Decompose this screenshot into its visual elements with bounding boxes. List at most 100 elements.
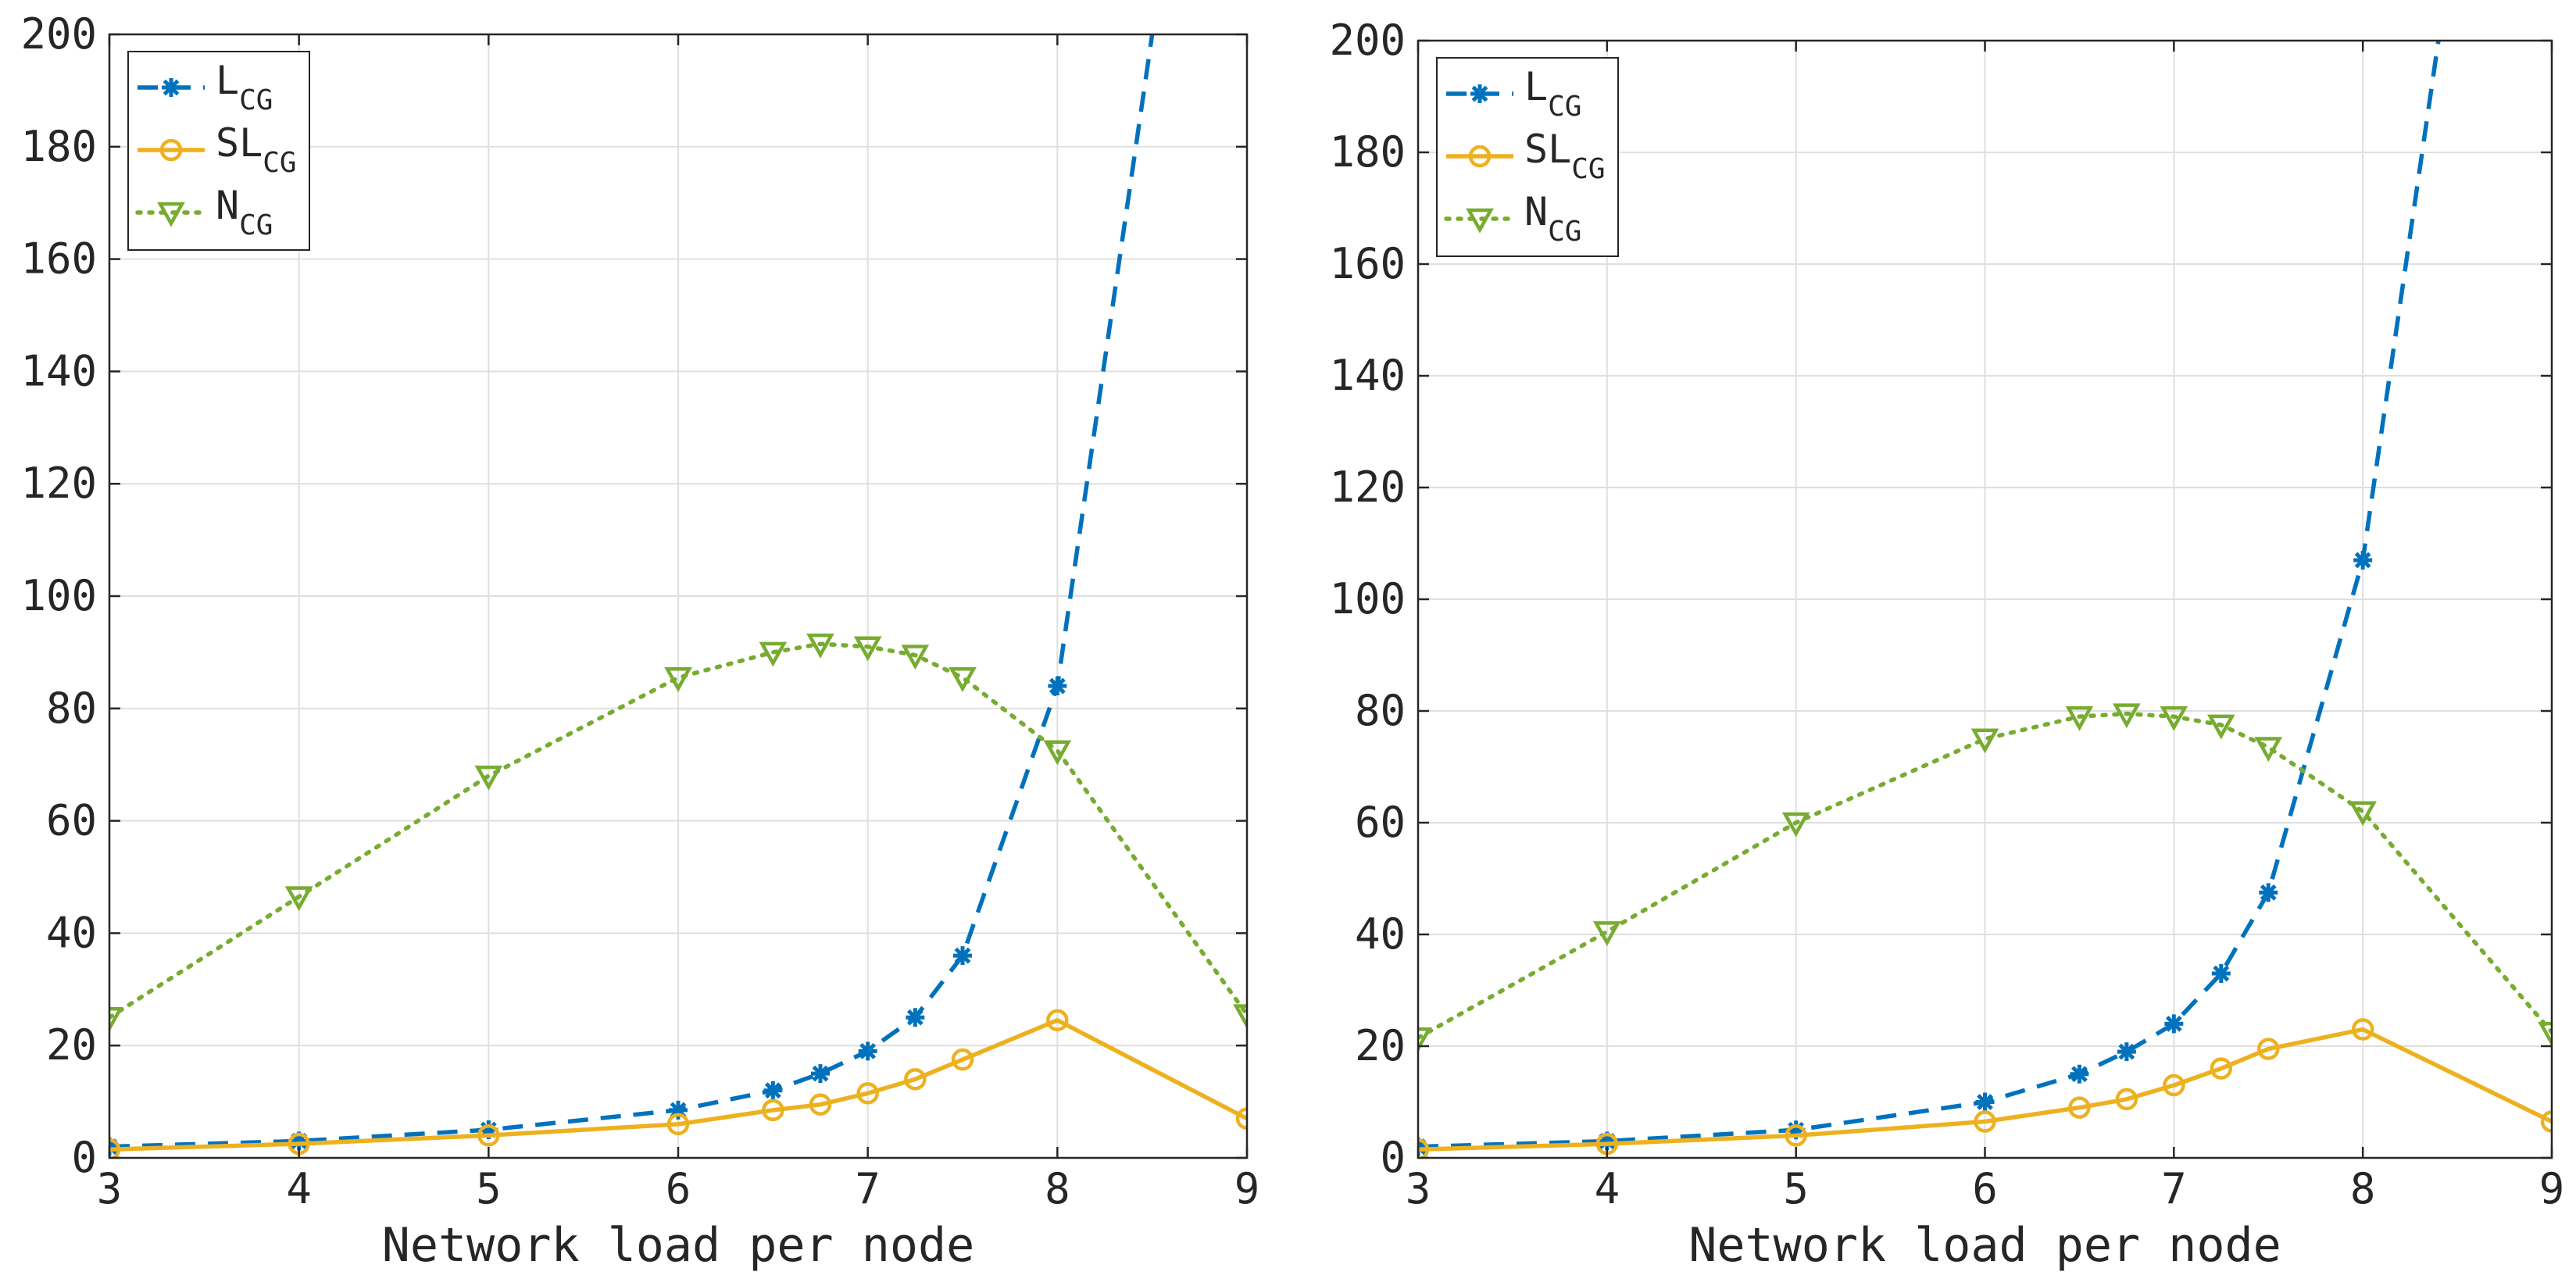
chart-1-legend-label: NCG [216,183,273,241]
chart-2-legend-label: LCG [1524,64,1581,123]
chart-2-series-l-cg [1418,41,2441,1156]
chart-1: 3 4 5 6 7 8 9 0 20 40 60 80 100 120 140 160 180 200 Networ… [20,9,1259,1273]
chart-1-data-point [109,1138,121,1158]
chart-2-data-point [2540,1110,2552,1133]
chart-2-data-point [1781,812,1810,838]
chart-1-data-point [1235,1107,1247,1130]
chart-2-series-line [1418,711,2552,1041]
chart-2-data-point [2163,1073,2185,1097]
chart-2-y-tick-label: 0 [1380,1133,1406,1182]
chart-2: 3 4 5 6 7 8 9 0 20 40 60 80 100 120 140 160 180 200 Networ… [1329,16,2564,1273]
chart-2-y-tick-label: 100 [1329,574,1406,623]
chart-2-x-tick-label: 9 [2539,1164,2565,1213]
chart-1-legend-item: NCG [135,183,273,241]
chart-1-x-tick-label: 7 [855,1164,881,1213]
chart-2-y-tick-label: 20 [1355,1021,1406,1070]
chart-1-data-point [1046,1009,1069,1032]
chart-1-y-tick-label: 200 [20,9,97,59]
chart-2-data-point [2257,1038,2280,1060]
chart-2-data-point [2160,706,2188,731]
chart-2-legend-swatch-marker [1470,84,1489,103]
chart-1-y-tick-label: 100 [20,571,97,620]
chart-1-data-point [763,1081,783,1100]
chart-1-series-line [109,1018,1247,1152]
chart-1-data-point [806,633,834,659]
chart-2-data-point [1975,1092,1995,1112]
chart-2-y-tick-label: 120 [1329,463,1406,512]
chart-1-y-tick-label: 80 [46,684,97,733]
chart-1-data-point [953,946,972,966]
chart-1-data-point [109,1007,123,1032]
chart-2-data-point [2351,1018,2374,1041]
chart-1-y-tick-label: 60 [46,796,97,845]
chart-1-data-point [901,645,930,670]
chart-2-legend-item: SLCG [1446,127,1606,185]
chart-2-data-point [2349,801,2378,827]
chart-2-series-line [1418,41,2441,1149]
chart-1-legend-label: SLCG [216,120,297,179]
chart-2-series-sl-cg [1418,1018,2552,1158]
chart-1-y-tick-label: 180 [20,122,97,171]
chart-1-data-point [904,1068,927,1091]
chart-1-y-tick-label: 160 [20,234,97,284]
chart-2-x-tick-label: 7 [2161,1164,2187,1213]
chart-2-legend-item: LCG [1446,64,1581,123]
chart-2-x-tick-label: 8 [2350,1164,2376,1213]
chart-2-data-point [1592,921,1621,947]
chart-1-x-axis-label: Network load per node [382,1218,975,1273]
chart-1-data-point [949,667,977,692]
chart-1-y-tick-label: 140 [20,346,97,395]
chart-2-data-point [2070,1064,2089,1084]
chart-1-series-line [109,34,1155,1149]
chart-2-data-point [2065,706,2094,731]
chart-1-data-point [811,1064,830,1084]
chart-2-data-point [2117,1042,2136,1062]
chart-2-data-point [2210,1057,2233,1080]
chart-1-legend-swatch-marker [162,78,180,97]
chart-1-data-point [858,1041,877,1061]
chart-1-series-n-cg [109,633,1247,1032]
chart-1-data-point [856,1082,879,1105]
chart-2-legend-swatch-marker [1468,145,1492,168]
chart-2-data-point [1970,728,1999,754]
chart-1-data-point [809,1093,832,1116]
chart-2-data-point [1974,1110,1996,1133]
chart-2-data-point [2068,1096,2091,1119]
chart-1-data-point [906,1008,925,1027]
chart-1-legend-swatch-marker [157,202,185,227]
chart-1-legend-item: LCG [138,58,273,116]
chart-1-data-point [664,667,692,692]
chart-2-legend-label: NCG [1524,189,1581,248]
chart-1-x-tick-label: 3 [97,1164,123,1213]
chart-1-data-point [474,765,503,791]
chart-2-y-tick-label: 200 [1329,16,1406,65]
chart-2-x-tick-label: 3 [1406,1164,1431,1213]
chart-2-data-point [2254,737,2283,763]
chart-1-legend-label: LCG [216,58,273,116]
chart-1-legend-swatch-marker [159,138,183,162]
chart-1-y-tick-label: 40 [46,908,97,957]
chart-1-data-point [284,886,313,912]
chart-1-data-point [289,1131,309,1151]
chart-2-data-point [2353,550,2373,570]
chart-1-series-sl-cg [109,1009,1247,1158]
chart-2-data-point [2259,883,2278,902]
chart-1-series-line [109,641,1247,1020]
chart-1-x-tick-label: 9 [1234,1164,1260,1213]
chart-2-data-point [2538,1021,2552,1047]
chart-1-x-tick-label: 6 [666,1164,691,1213]
chart-2-data-point [2115,1088,2138,1111]
chart-1-data-point [951,1048,974,1071]
chart-2-data-point [1786,1120,1806,1140]
chart-1-y-tick-label: 20 [46,1020,97,1070]
chart-2-y-tick-label: 160 [1329,239,1406,288]
chart-1-x-tick-label: 5 [476,1164,502,1213]
chart-1-x-tick-label: 4 [286,1164,312,1213]
chart-2-y-tick-label: 60 [1355,798,1406,847]
chart-2-series-n-cg [1418,703,2552,1052]
chart-2-series-line [1418,1027,2552,1152]
chart-2-x-axis-label: Network load per node [1688,1218,2281,1273]
chart-2-data-point [1785,1124,1807,1147]
chart-2-y-tick-label: 140 [1329,351,1406,400]
